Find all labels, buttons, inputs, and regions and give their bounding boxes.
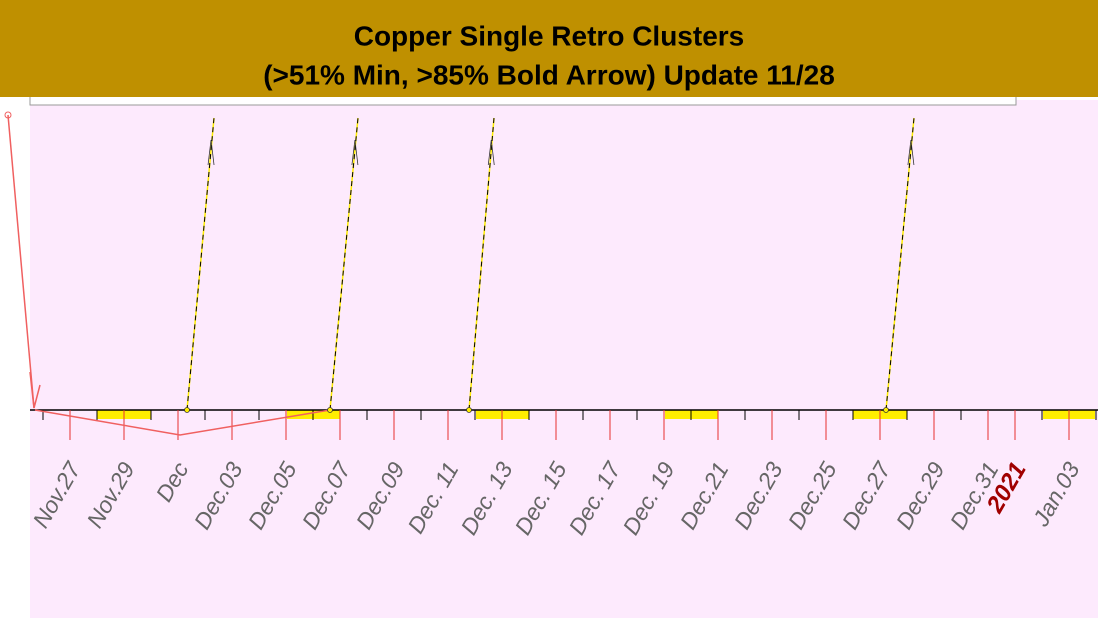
title-line-2: (>51% Min, >85% Bold Arrow) Update 11/28 [263,59,835,90]
title-line-1: Copper Single Retro Clusters [354,20,745,51]
top-strip [29,95,1017,106]
cluster-line [34,409,331,436]
arrow-head [351,139,359,166]
arrow-head [487,139,495,166]
arrow-head [29,371,41,409]
arrow-head [207,139,215,166]
plot-area [30,100,1098,618]
arrow-base [883,407,889,413]
arrow-origin [4,111,12,119]
arrow-head [907,139,915,166]
arrow-base [184,407,190,413]
arrow-base [327,407,333,413]
up-arrow-dash [329,117,359,411]
arrow-base [466,407,472,413]
up-arrow-dash [468,117,495,411]
down-arrow [7,114,35,409]
up-arrow-dash [186,117,215,411]
up-arrow-dash [885,117,915,411]
header [0,0,1098,97]
